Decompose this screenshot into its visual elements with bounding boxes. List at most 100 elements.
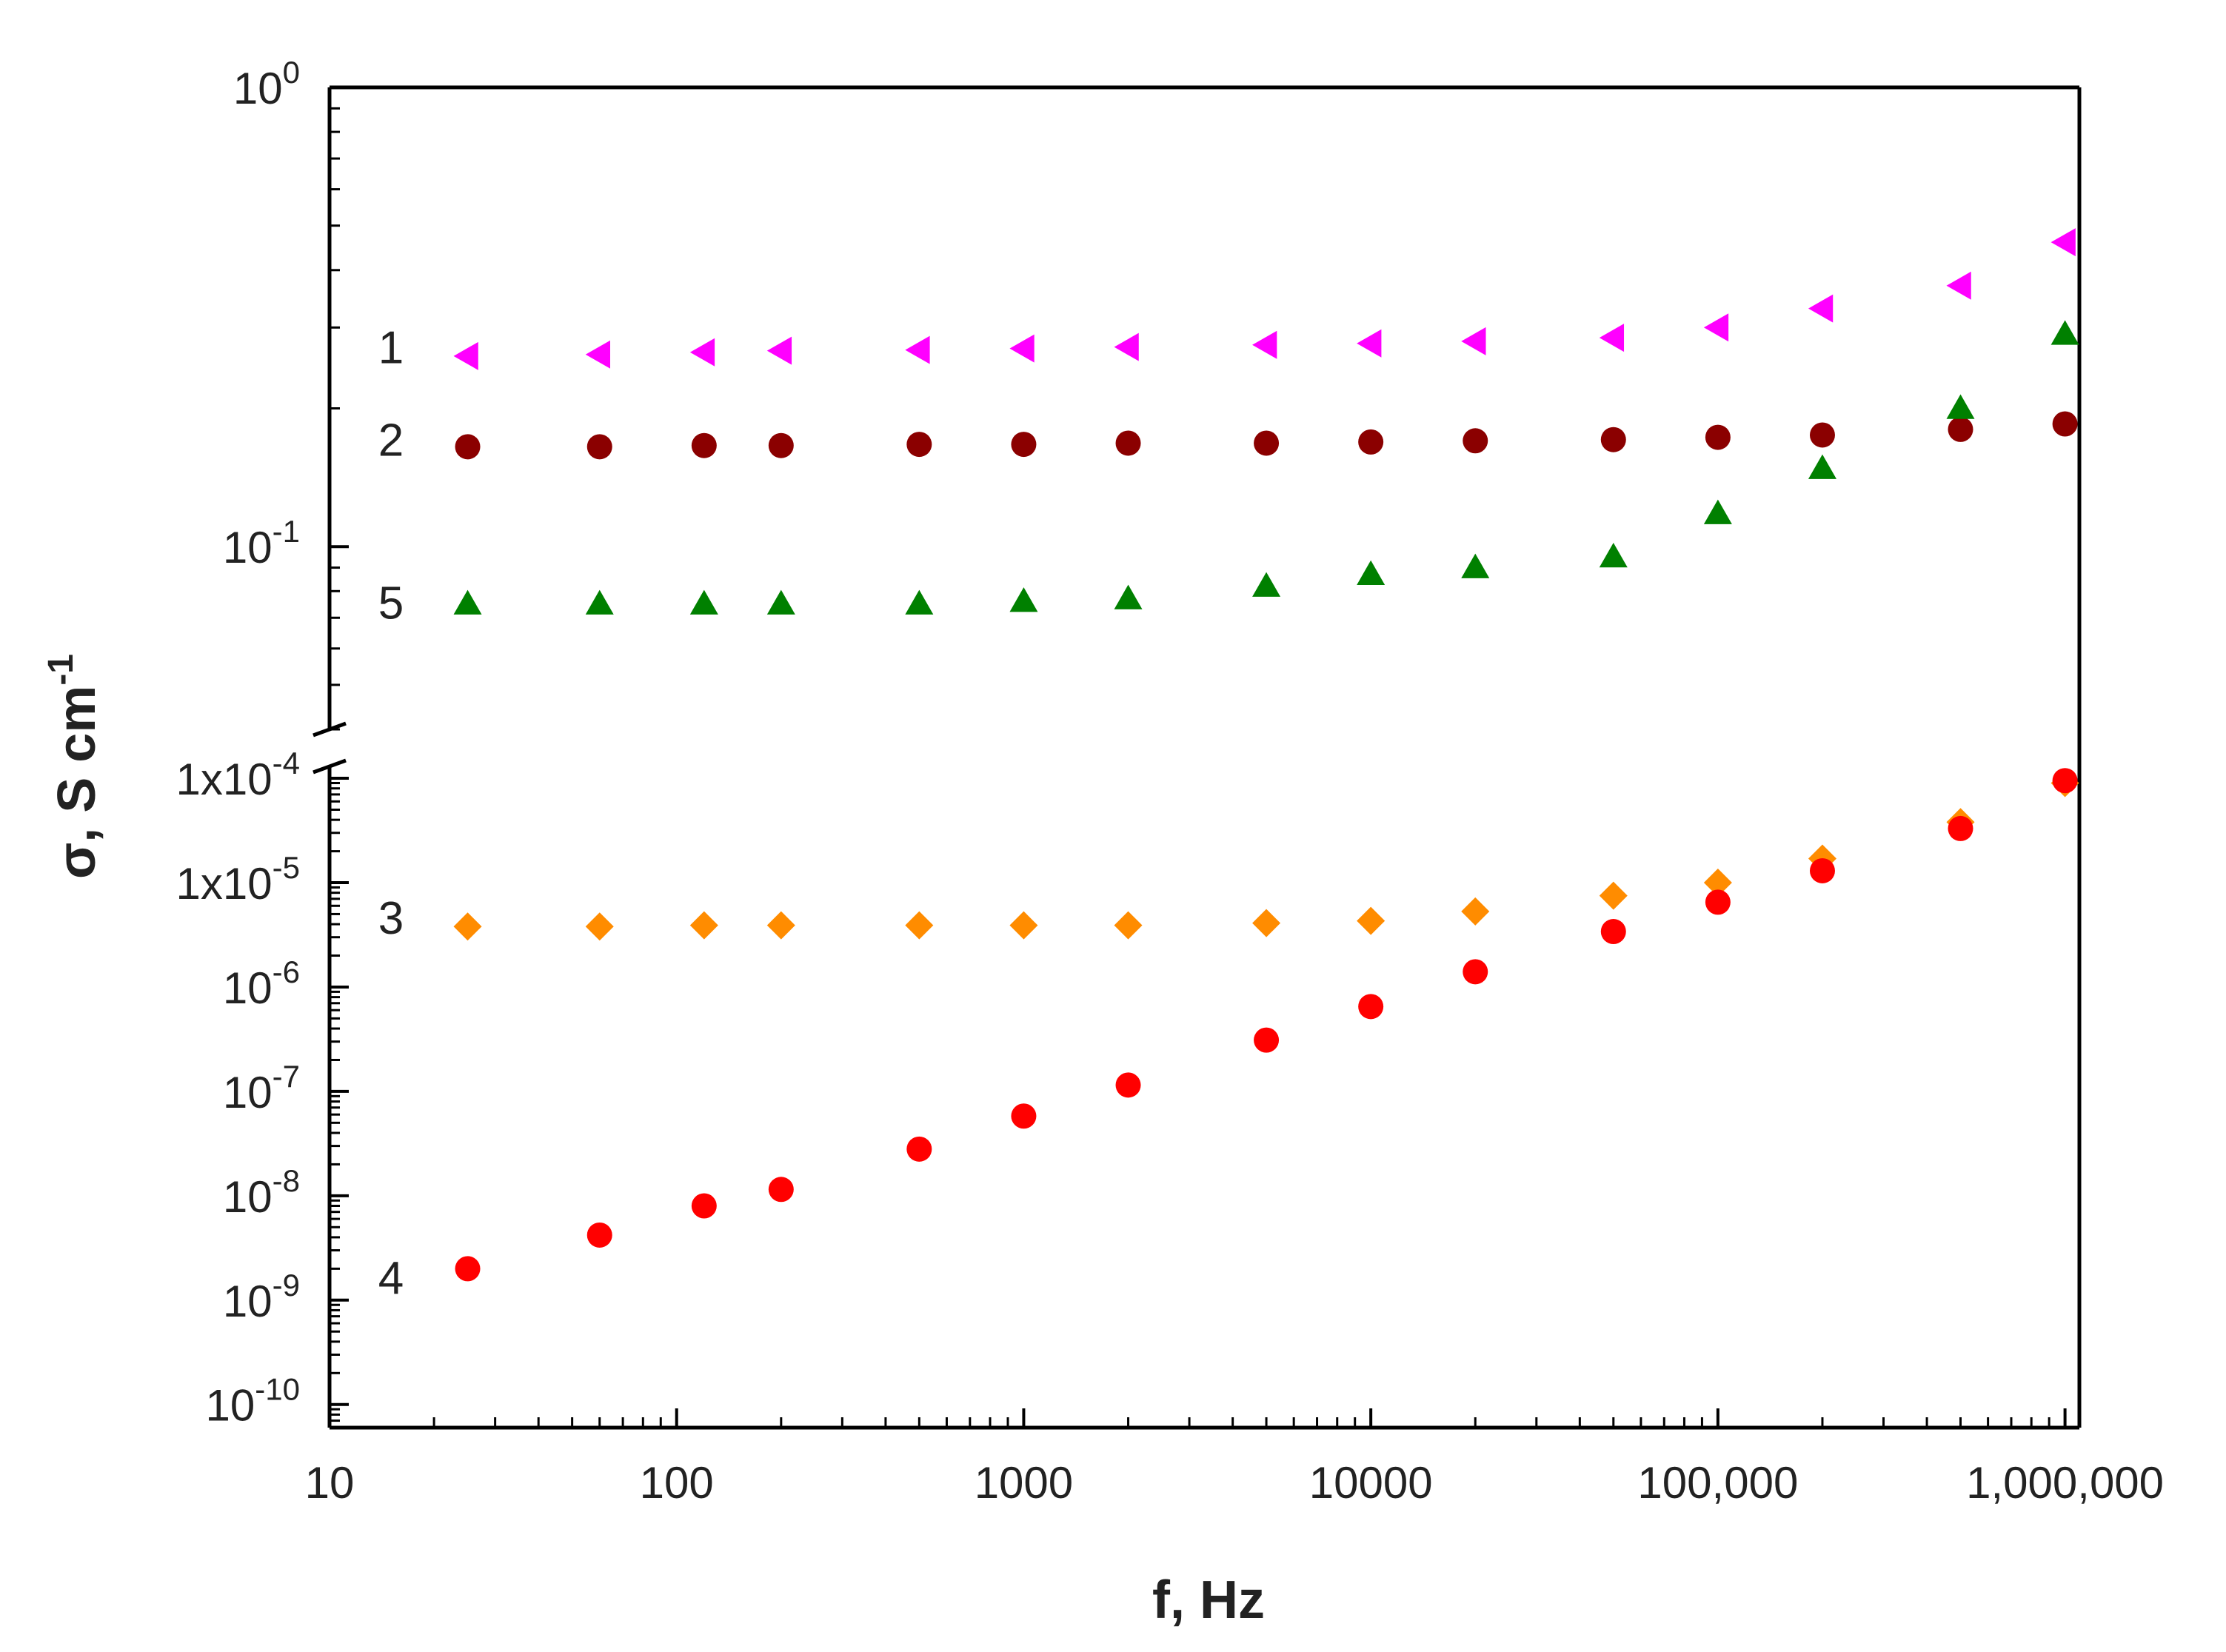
y-axis-title: σ, S cm-1 [41, 654, 107, 879]
series-2-point [1948, 416, 1973, 442]
series-4-point [455, 1256, 481, 1282]
series-2-point [768, 432, 794, 458]
series-1-point [905, 335, 930, 364]
series-4-point [1705, 889, 1731, 915]
series-4-point [1948, 815, 1973, 841]
series-5-point [689, 589, 718, 615]
series-5-point [453, 589, 482, 615]
series-2-point [1705, 424, 1731, 450]
series-2-point [1115, 430, 1141, 456]
series-2-point [455, 434, 481, 460]
y-tick-label-base: 10 [223, 523, 273, 572]
axis-break-mark-lower [312, 758, 347, 775]
y-tick-label-exponent: -8 [273, 1163, 300, 1198]
y-tick-label-exponent: -10 [255, 1372, 300, 1407]
y-tick-label-base: 10 [223, 1277, 273, 1326]
series-3-point [1599, 881, 1628, 910]
series-5-label: 5 [378, 578, 404, 629]
series-3-point [1461, 897, 1490, 926]
series-5-point [1461, 553, 1490, 578]
series-5-point [2050, 320, 2079, 345]
series-1-point [453, 341, 478, 370]
y-tick-label-exponent: 0 [283, 55, 300, 90]
y-tick-label: 10-7 [223, 1059, 300, 1117]
series-3-point [453, 912, 482, 941]
series-1-point [1808, 294, 1834, 323]
series-3-point [1357, 906, 1386, 935]
series-1-point [1114, 332, 1139, 361]
y-tick-label-base: 1x10 [176, 755, 273, 804]
series-5-point [1703, 499, 1732, 524]
series-5-point [766, 589, 795, 615]
x-tick-label: 100,000 [1637, 1458, 1798, 1508]
x-tick-label: 1,000,000 [1966, 1458, 2164, 1508]
x-tick-label: 100 [640, 1458, 714, 1508]
series-5-point [1009, 587, 1038, 612]
series-1-point [689, 338, 715, 367]
series-3-point [585, 912, 614, 941]
series-1-point [1252, 330, 1277, 359]
series-1-point [2050, 228, 2076, 257]
series-1-point [1009, 334, 1035, 363]
series-1-point [766, 336, 792, 365]
series-5-point [1808, 454, 1836, 479]
series-5-point [1357, 560, 1386, 585]
series-2-point [586, 434, 612, 460]
y-tick-label-base: 10 [223, 1172, 273, 1222]
series-2-label: 2 [378, 415, 404, 466]
series-4-point [768, 1177, 794, 1203]
series-1-point [585, 340, 610, 369]
series-2-point [1600, 427, 1626, 452]
y-tick-label: 1x10-5 [176, 850, 300, 909]
axes [312, 85, 2082, 1430]
y-tick-label-base: 10 [223, 963, 273, 1013]
series-1-point [1946, 271, 1971, 300]
series-5-point [1252, 572, 1281, 597]
y-tick-label: 10-6 [223, 954, 300, 1013]
series-3-point [1009, 911, 1038, 940]
series-4-point [1115, 1072, 1141, 1098]
series-1-point [1599, 324, 1625, 352]
series-2-point [1463, 428, 1488, 454]
y-tick-label-exponent: -9 [273, 1268, 300, 1302]
series-2-point [2052, 411, 2078, 437]
series-labels: 1 2 5 3 4 [378, 323, 404, 1304]
series-4-point [1600, 919, 1626, 945]
series-1-point [1703, 313, 1729, 342]
series-5-point [905, 589, 934, 615]
y-tick-label-exponent: -7 [273, 1059, 300, 1094]
ticks: 10 100 1000 10000 100,000 1,000,00010010-11x1… [176, 55, 2165, 1508]
series-3-point [905, 911, 934, 940]
series-5-point [1599, 543, 1628, 568]
series-2-point [1254, 430, 1280, 456]
data-points [453, 228, 2079, 1282]
series-4-point [1463, 959, 1488, 985]
series-4-point [1011, 1103, 1037, 1129]
series-4-point [1358, 994, 1384, 1020]
y-axis-title-main: σ, S cm [47, 686, 107, 879]
series-4-point [691, 1193, 717, 1219]
series-5-point [1114, 584, 1143, 609]
series-2-point [1358, 429, 1384, 455]
y-tick-label-exponent: -6 [273, 954, 300, 989]
y-tick-label: 10-8 [223, 1163, 300, 1222]
x-tick-label: 10 [305, 1458, 355, 1508]
series-1-point [1357, 329, 1382, 358]
series-3-label: 3 [378, 893, 404, 944]
y-tick-label-exponent: -5 [273, 850, 300, 885]
series-3-point [1114, 911, 1143, 940]
series-5-point [1946, 394, 1975, 419]
series-2-point [1809, 422, 1835, 448]
series-1-label: 1 [378, 323, 404, 374]
x-tick-label: 1000 [975, 1458, 1073, 1508]
series-4-point [2052, 768, 2078, 794]
x-axis-title: f, Hz [1152, 1571, 1265, 1630]
y-tick-label: 1x10-4 [176, 746, 300, 804]
y-tick-label-exponent: -1 [273, 514, 300, 549]
series-2-point [1011, 432, 1037, 458]
series-4-point [1809, 857, 1835, 883]
series-4-point [1254, 1027, 1280, 1053]
y-tick-label-base: 10 [233, 64, 283, 113]
series-2-point [906, 432, 932, 458]
